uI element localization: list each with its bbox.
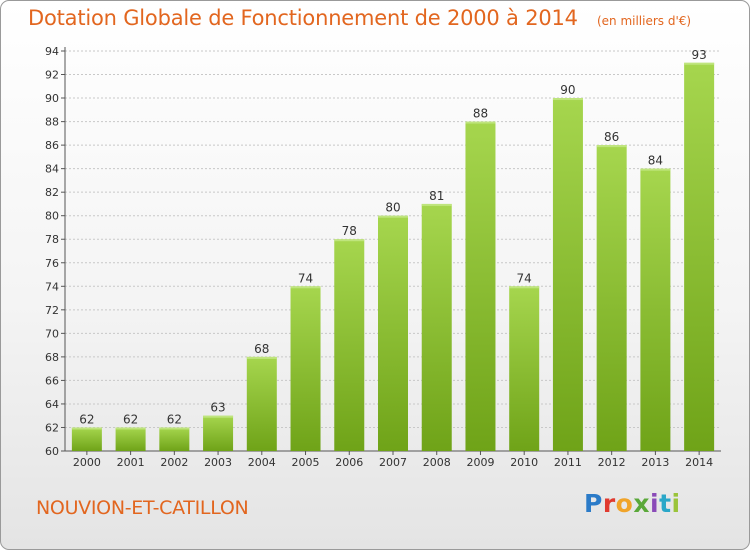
y-tick-label: 86 (45, 139, 59, 152)
data-label: 74 (517, 271, 532, 285)
x-tick-label: 2003 (204, 456, 232, 469)
y-tick-label: 90 (45, 92, 59, 105)
x-tick-label: 2002 (160, 456, 188, 469)
x-tick-label: 2013 (641, 456, 669, 469)
x-tick-label: 2014 (685, 456, 713, 469)
y-tick-label: 60 (45, 445, 59, 458)
data-label: 63 (210, 401, 225, 415)
data-label: 88 (473, 107, 488, 121)
x-tick-label: 2009 (466, 456, 494, 469)
bar-highlight (334, 239, 365, 242)
y-tick-label: 70 (45, 327, 59, 340)
bar[interactable] (640, 168, 671, 451)
y-tick-label: 68 (45, 351, 59, 364)
data-label: 62 (79, 412, 94, 426)
bar[interactable] (509, 286, 540, 451)
y-tick-label: 64 (45, 398, 59, 411)
chart-title: Dotation Globale de Fonctionnement de 20… (28, 6, 578, 30)
data-label: 93 (691, 48, 706, 62)
x-tick-label: 2007 (379, 456, 407, 469)
bar[interactable] (246, 356, 277, 451)
bars (71, 62, 715, 452)
bar[interactable] (334, 239, 365, 451)
x-tick-label: 2012 (598, 456, 626, 469)
bar[interactable] (421, 203, 452, 451)
y-tick-label: 78 (45, 233, 59, 246)
bar-highlight (596, 145, 627, 148)
y-tick-label: 88 (45, 116, 59, 129)
tick-labels: 60 62 64 66 68 70 72 74 76 78 80 82 84 86 88 90 92 94 2000… (45, 45, 713, 469)
data-label: 62 (123, 412, 138, 426)
y-tick-label: 92 (45, 69, 59, 82)
x-tick-label: 2005 (292, 456, 320, 469)
y-tick-label: 66 (45, 374, 59, 387)
data-label: 68 (254, 342, 269, 356)
commune-name: NOUVION-ET-CATILLON (36, 497, 249, 519)
bar-highlight (71, 427, 102, 430)
data-label: 84 (648, 154, 663, 168)
bar[interactable] (115, 427, 146, 451)
bar[interactable] (465, 121, 496, 452)
data-label: 80 (385, 201, 400, 215)
bar-highlight (203, 415, 234, 418)
x-tick-label: 2006 (335, 456, 363, 469)
bar[interactable] (596, 145, 627, 451)
data-labels: 62 62 62 63 68 74 78 80 81 88 74 90 86 84 93 (79, 48, 707, 427)
bar[interactable] (71, 427, 102, 451)
chart-subtitle: (en milliers d'€) (596, 14, 692, 28)
bar-highlight (509, 286, 540, 289)
y-tick-label: 82 (45, 186, 59, 199)
y-tick-label: 76 (45, 257, 59, 270)
bar-highlight (378, 215, 408, 218)
y-tick-label: 74 (45, 280, 59, 293)
bar[interactable] (203, 415, 234, 451)
data-label: 86 (604, 130, 619, 144)
bar[interactable] (552, 98, 583, 451)
data-label: 74 (298, 271, 313, 285)
bar-highlight (246, 356, 277, 359)
bar-highlight (552, 98, 583, 101)
data-label: 78 (342, 224, 357, 238)
bar-highlight (421, 203, 452, 206)
bar[interactable] (159, 427, 190, 451)
x-tick-label: 2004 (248, 456, 276, 469)
bar[interactable] (684, 62, 715, 451)
y-tick-label: 84 (45, 163, 59, 176)
y-tick-label: 80 (45, 210, 59, 223)
bar-highlight (640, 168, 671, 171)
bar-highlight (684, 62, 715, 65)
x-tick-label: 2000 (73, 456, 101, 469)
y-tick-label: 94 (45, 45, 59, 58)
data-label: 81 (429, 189, 444, 203)
x-tick-label: 2010 (510, 456, 538, 469)
title-row: Dotation Globale de Fonctionnement de 20… (28, 6, 691, 30)
y-tick-label: 72 (45, 304, 59, 317)
bar-highlight (115, 427, 146, 430)
bar-highlight (159, 427, 190, 430)
x-tick-label: 2001 (117, 456, 145, 469)
x-tick-label: 2008 (423, 456, 451, 469)
data-label: 62 (167, 412, 182, 426)
bar-highlight (290, 286, 321, 289)
x-tick-label: 2011 (554, 456, 582, 469)
bar-highlight (465, 121, 496, 124)
data-label: 90 (560, 83, 575, 97)
proxiti-logo[interactable]: Proxiti (584, 489, 681, 518)
bar[interactable] (290, 286, 321, 451)
y-tick-label: 62 (45, 421, 59, 434)
bar[interactable] (378, 215, 408, 451)
